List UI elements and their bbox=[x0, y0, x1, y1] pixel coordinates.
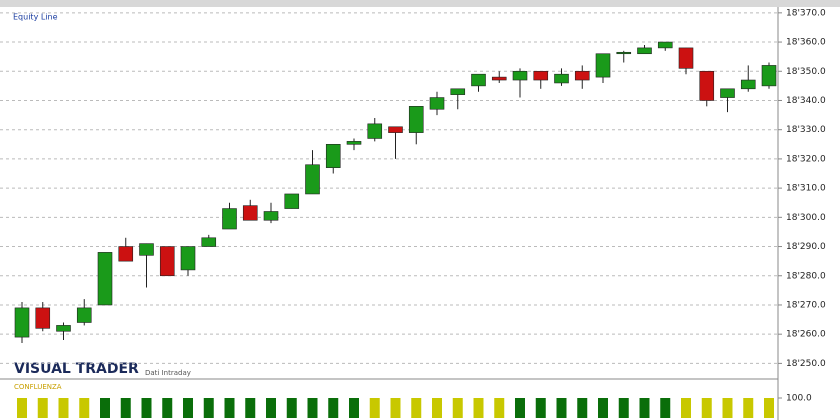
candle-body bbox=[76, 307, 92, 323]
y-tick-label: 18'250.0 bbox=[786, 359, 826, 369]
bar bbox=[639, 398, 650, 418]
y-tick-label: 18'360.0 bbox=[786, 38, 826, 48]
bar bbox=[183, 398, 193, 418]
candle-body bbox=[263, 211, 279, 221]
candle-body bbox=[139, 243, 154, 256]
y-tick-label: 18'350.0 bbox=[786, 67, 826, 77]
y-tick-label: 18'370.0 bbox=[786, 8, 826, 18]
bar bbox=[515, 398, 525, 418]
bar bbox=[349, 398, 359, 418]
bar bbox=[701, 398, 712, 418]
candle-body bbox=[14, 307, 30, 338]
bar bbox=[764, 398, 774, 418]
candle-body bbox=[284, 193, 300, 209]
bar bbox=[79, 398, 90, 418]
bar bbox=[556, 398, 567, 418]
bar bbox=[660, 398, 671, 418]
candle-body bbox=[595, 53, 611, 78]
y-tick-label: 18'310.0 bbox=[786, 184, 826, 194]
candle-body bbox=[574, 70, 590, 81]
candle-body bbox=[471, 73, 486, 87]
candle-body bbox=[180, 246, 196, 271]
bar bbox=[577, 398, 588, 418]
bar bbox=[473, 398, 484, 418]
candle-body bbox=[367, 123, 383, 139]
candle-body bbox=[56, 325, 71, 332]
bar bbox=[494, 398, 505, 418]
bar bbox=[743, 398, 754, 418]
top-bar bbox=[0, 0, 840, 7]
candle-body bbox=[554, 73, 569, 84]
y-tick-label: 18'320.0 bbox=[786, 154, 826, 164]
bar bbox=[245, 398, 256, 418]
y-tick-label: 18'340.0 bbox=[786, 96, 826, 106]
candle-body bbox=[657, 41, 673, 49]
bar bbox=[37, 398, 48, 418]
candle-body bbox=[491, 76, 507, 81]
bar bbox=[681, 398, 691, 418]
y-tick-label: 18'270.0 bbox=[786, 300, 826, 310]
candle-body bbox=[678, 47, 694, 69]
bar bbox=[369, 398, 380, 418]
candle-body bbox=[242, 205, 258, 221]
bar bbox=[224, 398, 235, 418]
bar bbox=[618, 398, 629, 418]
candle-body bbox=[305, 164, 320, 195]
panel-title: CONFLUENZA bbox=[14, 383, 62, 391]
bar bbox=[722, 398, 733, 418]
bar bbox=[432, 398, 442, 418]
candle-body bbox=[699, 70, 715, 101]
bar bbox=[328, 398, 339, 418]
bar bbox=[286, 398, 297, 418]
candle-body bbox=[637, 47, 652, 55]
bar bbox=[100, 398, 110, 418]
bar bbox=[141, 398, 152, 418]
brand: VISUAL TRADER bbox=[14, 361, 139, 377]
candle-body bbox=[388, 126, 403, 133]
bar bbox=[17, 398, 27, 418]
y-tick-label: 100.0 bbox=[786, 394, 812, 404]
bar bbox=[120, 398, 131, 418]
bar bbox=[307, 398, 318, 418]
y-tick-label: 18'290.0 bbox=[786, 242, 826, 252]
bar bbox=[58, 398, 69, 418]
chart-title: Equity Line bbox=[13, 13, 58, 22]
bar bbox=[266, 398, 276, 418]
candle-body bbox=[159, 246, 175, 277]
candle-body bbox=[740, 79, 756, 90]
bar bbox=[411, 398, 422, 418]
candle-body bbox=[720, 88, 735, 98]
bar bbox=[452, 398, 463, 418]
candle-body bbox=[97, 252, 113, 306]
brand-subtitle: Dati Intraday bbox=[145, 369, 191, 377]
y-tick-label: 18'280.0 bbox=[786, 271, 826, 281]
y-tick-label: 18'330.0 bbox=[786, 125, 826, 135]
candle-body bbox=[761, 65, 777, 87]
candle-body bbox=[325, 143, 341, 168]
candle-body bbox=[408, 106, 424, 133]
candle-body bbox=[616, 51, 632, 55]
candle-body bbox=[512, 70, 528, 81]
candle-body bbox=[533, 70, 549, 81]
y-tick-label: 18'260.0 bbox=[786, 330, 826, 340]
bar bbox=[598, 398, 608, 418]
candle-body bbox=[450, 88, 466, 95]
candle-body bbox=[429, 97, 445, 110]
candle-body bbox=[346, 141, 362, 145]
bar bbox=[535, 398, 546, 418]
y-tick-label: 18'300.0 bbox=[786, 213, 826, 223]
bar bbox=[162, 398, 173, 418]
candle-body bbox=[35, 307, 51, 329]
candle-body bbox=[222, 208, 237, 230]
candle-body bbox=[118, 246, 134, 262]
bar bbox=[203, 398, 214, 418]
bar bbox=[390, 398, 401, 418]
candle-body bbox=[201, 237, 217, 247]
